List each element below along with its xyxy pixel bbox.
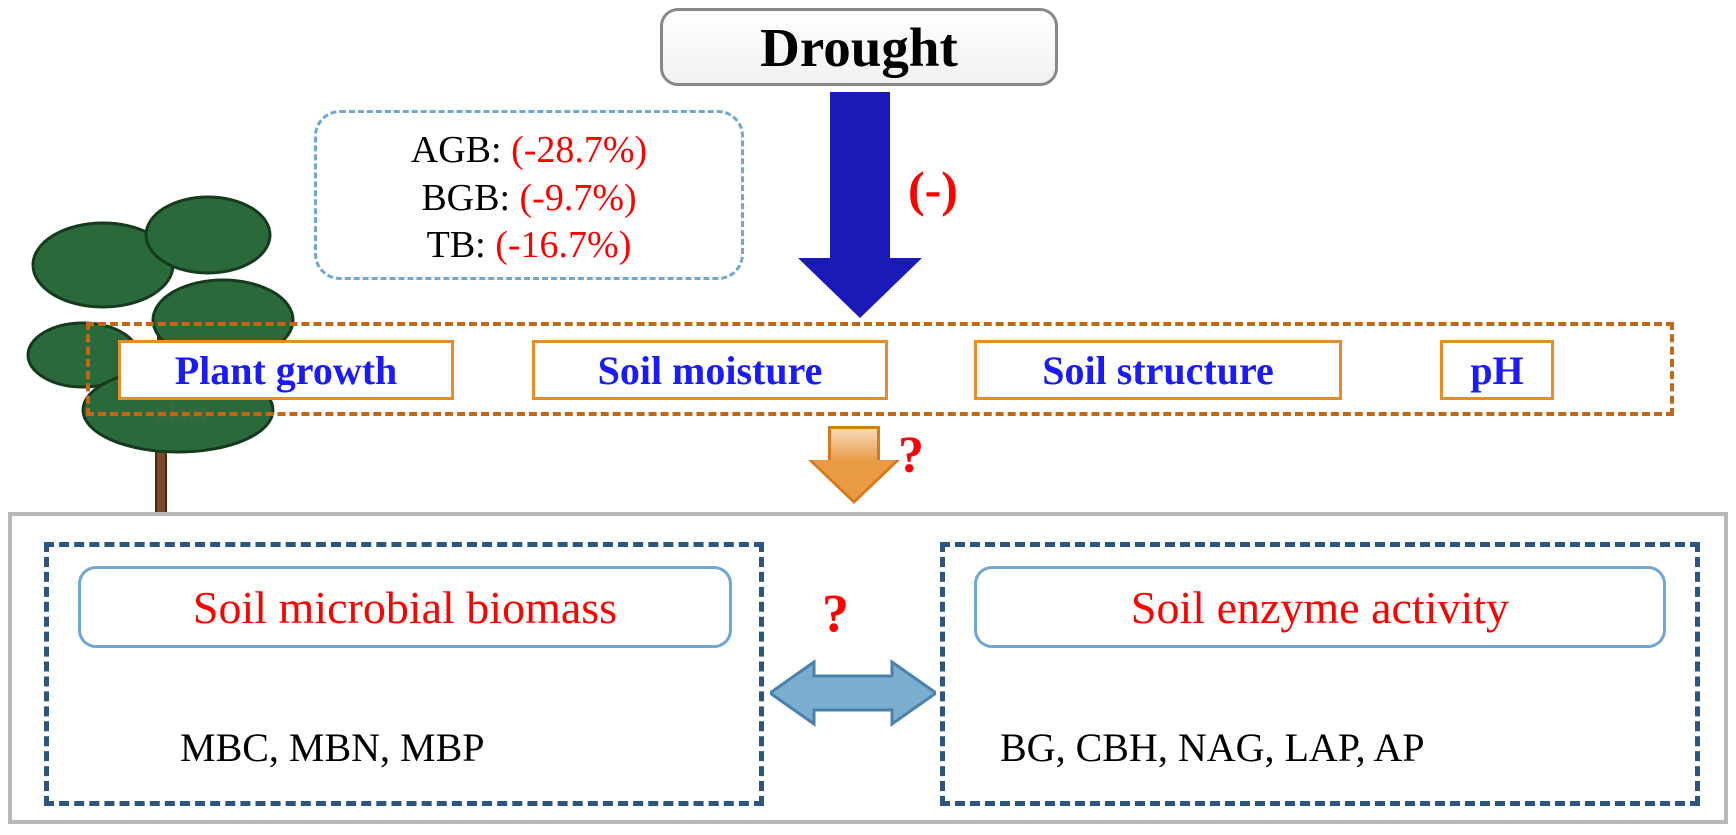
sea-sublist: BG, CBH, NAG, LAP, AP xyxy=(1000,724,1425,771)
biomass-line-agb: AGB: (-28.7%) xyxy=(339,127,719,175)
bgb-label: BGB: xyxy=(421,177,510,219)
agb-label: AGB: xyxy=(411,129,502,171)
box-plant-growth: Plant growth xyxy=(118,340,454,400)
box-soil-moisture: Soil moisture xyxy=(532,340,888,400)
arrow-middle-body xyxy=(828,426,880,462)
box-soil-microbial-biomass: Soil microbial biomass xyxy=(78,566,732,648)
soil-structure-label: Soil structure xyxy=(1042,347,1273,394)
sea-label: Soil enzyme activity xyxy=(1131,581,1509,634)
biomass-line-bgb: BGB: (-9.7%) xyxy=(339,175,719,223)
agb-value: (-28.7%) xyxy=(511,129,647,171)
soil-moisture-label: Soil moisture xyxy=(598,347,823,394)
arrow-main-annotation: (-) xyxy=(908,160,958,218)
arrow-middle-head xyxy=(812,460,896,500)
box-soil-enzyme-activity: Soil enzyme activity xyxy=(974,566,1666,648)
drought-label: Drought xyxy=(760,16,958,79)
box-ph: pH xyxy=(1440,340,1554,400)
ph-label: pH xyxy=(1470,347,1523,394)
bgb-value: (-9.7%) xyxy=(520,177,637,219)
double-arrow-annotation: ? xyxy=(822,582,849,644)
middle-factors-container: Plant growth Soil moisture Soil structur… xyxy=(86,322,1674,416)
double-arrow-icon xyxy=(770,658,936,728)
box-soil-structure: Soil structure xyxy=(974,340,1342,400)
node-drought: Drought xyxy=(660,8,1058,86)
tb-label: TB: xyxy=(427,224,486,266)
biomass-changes-box: AGB: (-28.7%) BGB: (-9.7%) TB: (-16.7%) xyxy=(314,110,744,280)
biomass-line-tb: TB: (-16.7%) xyxy=(339,222,719,270)
smb-label: Soil microbial biomass xyxy=(193,581,617,634)
arrow-main-head xyxy=(798,258,922,318)
smb-sublist: MBC, MBN, MBP xyxy=(180,724,485,771)
arrow-main-shaft xyxy=(830,92,890,262)
arrow-middle-annotation: ? xyxy=(898,426,924,485)
tb-value: (-16.7%) xyxy=(495,224,631,266)
plant-growth-label: Plant growth xyxy=(175,347,398,394)
